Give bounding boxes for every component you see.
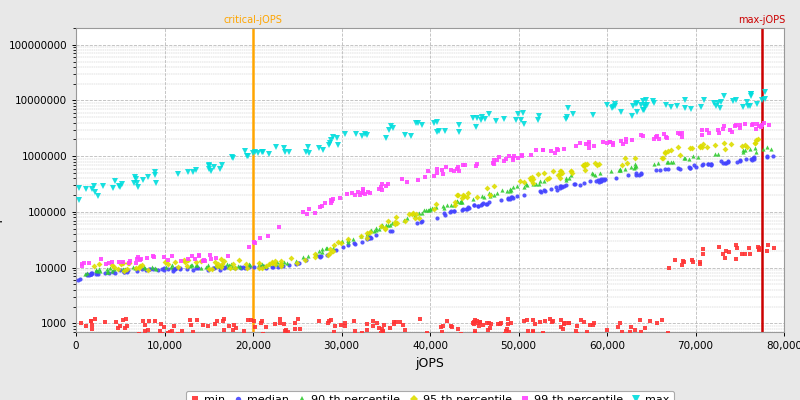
95-th percentile [120,268,130,273]
95-th percentile [267,260,277,265]
Line: max: max [76,90,768,203]
90-th percentile [766,147,776,152]
median [93,272,102,276]
99-th percentile [460,163,470,168]
95-th percentile [90,264,99,268]
Text: critical-jOPS: critical-jOPS [223,15,282,25]
max [608,104,618,109]
median [734,158,744,162]
90-th percentile [214,264,223,269]
Line: 90-th percentile: 90-th percentile [83,144,773,276]
min [470,330,480,335]
max [340,131,350,136]
90-th percentile [740,147,750,152]
99-th percentile [183,256,193,261]
min [76,321,86,326]
99-th percentile [361,192,370,196]
99-th percentile [714,130,724,135]
min [770,246,779,251]
min [280,329,290,334]
Legend: min, median, 90-th percentile, 95-th percentile, 99-th percentile, max: min, median, 90-th percentile, 95-th per… [186,391,674,400]
min [184,333,194,338]
min [653,321,662,326]
median [73,278,82,283]
max [760,90,770,95]
90-th percentile [762,144,772,149]
99-th percentile [758,120,768,125]
min [270,321,280,326]
95-th percentile [218,261,227,266]
Line: 95-th percentile: 95-th percentile [93,137,761,273]
90-th percentile [322,246,331,250]
95-th percentile [452,193,462,198]
min [695,262,705,266]
90-th percentile [91,267,101,272]
min [764,242,774,247]
Text: max-jOPS: max-jOPS [738,15,786,25]
95-th percentile [726,142,735,146]
max [74,198,84,203]
max [666,105,675,110]
X-axis label: jOPS: jOPS [415,356,445,370]
99-th percentile [764,123,774,128]
Line: median: median [76,154,775,282]
99-th percentile [438,172,448,177]
Line: 99-th percentile: 99-th percentile [80,121,771,268]
median [769,154,778,158]
90-th percentile [147,265,157,270]
median [717,159,726,164]
90-th percentile [654,161,663,166]
median [86,271,96,276]
max [74,186,84,190]
99-th percentile [441,165,450,170]
95-th percentile [527,174,537,179]
Y-axis label: Response time, usec: Response time, usec [0,115,2,245]
median [169,266,178,271]
Line: min: min [79,243,777,338]
max [760,96,770,101]
min [678,259,688,264]
max [454,122,463,127]
max [478,115,487,120]
90-th percentile [80,272,90,276]
99-th percentile [78,263,87,268]
95-th percentile [754,136,763,141]
max [303,145,313,150]
95-th percentile [620,155,630,160]
median [221,264,230,269]
